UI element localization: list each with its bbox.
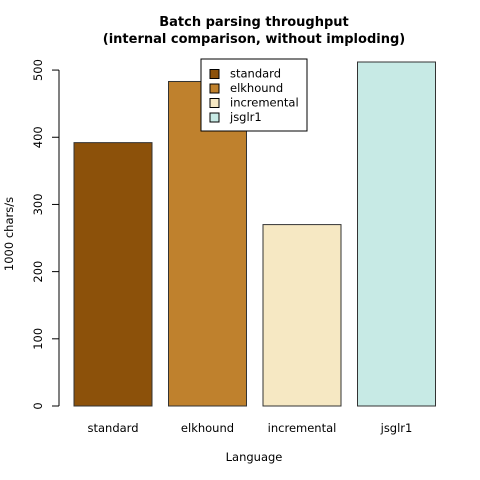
y-tick-label-0: 0 [31, 402, 45, 409]
bars [73, 61, 436, 407]
y-tick-label-200: 200 [31, 261, 45, 283]
y-tick-label-100: 100 [31, 328, 45, 350]
x-tick-label-standard: standard [87, 421, 138, 435]
legend-label-jsglr1: jsglr1 [229, 110, 262, 124]
y-tick-label-300: 300 [31, 193, 45, 215]
legend-swatch-elkhound [209, 83, 220, 94]
chart-title-line-1: Batch parsing throughput [159, 15, 349, 30]
bar-standard [73, 142, 153, 407]
legend-label-elkhound: elkhound [230, 81, 283, 95]
x-tick-label-elkhound: elkhound [181, 421, 234, 435]
x-tick-label-jsglr1: jsglr1 [380, 421, 413, 435]
x-axis-tick-labels: standard elkhound incremental jsglr1 [87, 421, 412, 435]
y-axis: 0 100 200 300 400 500 [31, 59, 60, 410]
bar-elkhound [168, 80, 247, 407]
legend-label-incremental: incremental [230, 96, 299, 110]
y-tick-label-400: 400 [31, 126, 45, 148]
y-axis-label: 1000 chars/s [2, 197, 16, 271]
legend-swatch-standard [209, 69, 220, 79]
y-tick-label-500: 500 [31, 59, 45, 81]
bar-incremental [262, 224, 342, 407]
x-tick-label-incremental: incremental [268, 421, 337, 435]
x-axis-label: Language [226, 450, 283, 464]
bar-jsglr1 [357, 61, 436, 407]
chart-title: Batch parsing throughput (internal compar… [103, 15, 405, 47]
legend-swatch-incremental [209, 98, 220, 108]
legend-swatch-jsglr1 [209, 112, 220, 123]
chart-title-line-2: (internal comparison, without imploding) [103, 32, 405, 47]
legend-label-standard: standard [230, 67, 281, 81]
